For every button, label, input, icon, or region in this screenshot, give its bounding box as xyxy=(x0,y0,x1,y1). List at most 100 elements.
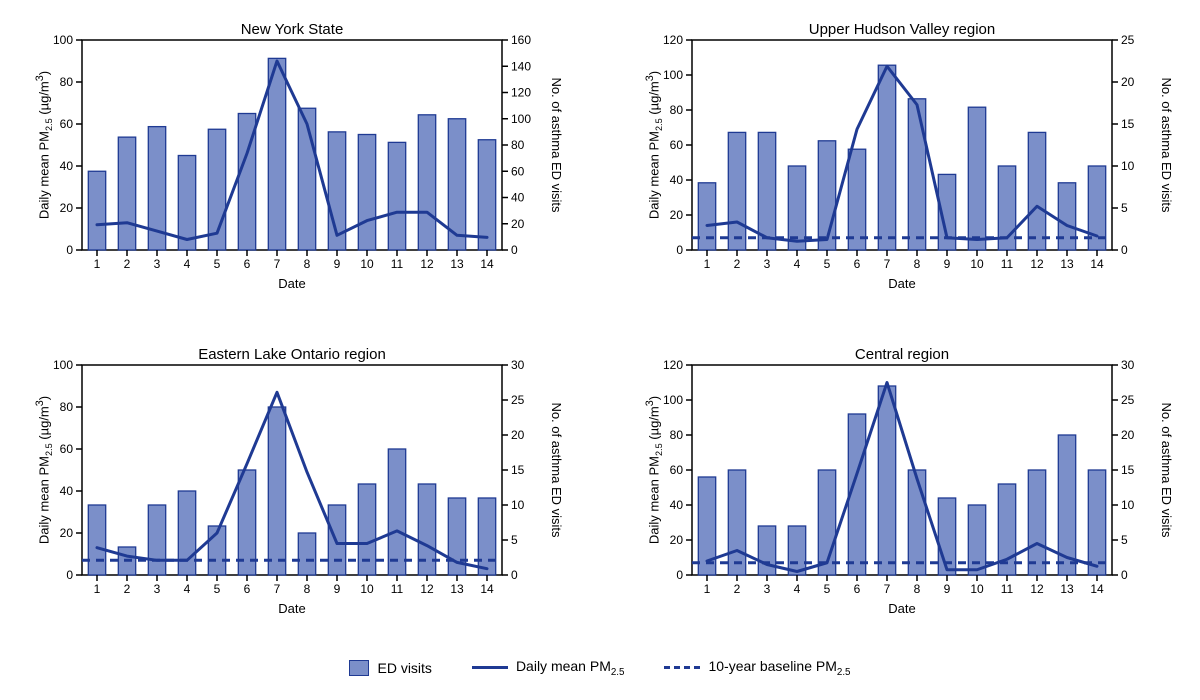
svg-text:6: 6 xyxy=(854,257,861,271)
panel: Eastern Lake Ontario region0204060801000… xyxy=(20,345,570,640)
svg-text:1: 1 xyxy=(94,582,101,596)
svg-text:13: 13 xyxy=(1060,257,1074,271)
svg-text:2: 2 xyxy=(124,257,131,271)
svg-text:20: 20 xyxy=(1121,428,1135,442)
svg-text:Date: Date xyxy=(888,601,915,616)
svg-text:100: 100 xyxy=(53,33,73,47)
svg-text:10: 10 xyxy=(1121,498,1135,512)
svg-text:0: 0 xyxy=(676,568,683,582)
svg-text:0: 0 xyxy=(66,243,73,257)
svg-text:10: 10 xyxy=(970,582,984,596)
svg-text:140: 140 xyxy=(511,59,531,73)
svg-text:4: 4 xyxy=(794,257,801,271)
svg-text:1: 1 xyxy=(704,582,711,596)
svg-text:20: 20 xyxy=(670,208,684,222)
svg-text:4: 4 xyxy=(184,257,191,271)
svg-text:20: 20 xyxy=(670,533,684,547)
svg-text:1: 1 xyxy=(704,257,711,271)
svg-text:Central region: Central region xyxy=(855,346,949,363)
svg-text:100: 100 xyxy=(663,393,683,407)
svg-text:100: 100 xyxy=(663,68,683,82)
svg-text:25: 25 xyxy=(511,393,525,407)
chart-panel: Eastern Lake Ontario region0204060801000… xyxy=(20,345,570,635)
svg-text:Upper Hudson Valley region: Upper Hudson Valley region xyxy=(809,21,996,38)
svg-text:14: 14 xyxy=(1090,582,1104,596)
svg-text:2: 2 xyxy=(124,582,131,596)
svg-text:13: 13 xyxy=(1060,582,1074,596)
panel: Upper Hudson Valley region02040608010012… xyxy=(630,20,1180,315)
svg-text:No. of asthma ED visits: No. of asthma ED visits xyxy=(549,77,564,213)
svg-text:20: 20 xyxy=(60,201,74,215)
legend-line xyxy=(472,666,508,669)
svg-text:3: 3 xyxy=(154,257,161,271)
svg-text:120: 120 xyxy=(663,358,683,372)
svg-text:60: 60 xyxy=(511,164,525,178)
svg-text:20: 20 xyxy=(511,217,525,231)
svg-text:New York State: New York State xyxy=(241,21,344,38)
svg-text:4: 4 xyxy=(794,582,801,596)
svg-text:9: 9 xyxy=(944,582,951,596)
legend-item-baseline: 10-year baseline PM2.5 xyxy=(664,658,850,678)
svg-text:12: 12 xyxy=(1030,257,1044,271)
svg-text:9: 9 xyxy=(944,257,951,271)
svg-text:60: 60 xyxy=(60,117,74,131)
svg-text:80: 80 xyxy=(60,400,74,414)
svg-text:No. of asthma ED visits: No. of asthma ED visits xyxy=(549,402,564,538)
svg-text:5: 5 xyxy=(214,582,221,596)
svg-text:Eastern Lake Ontario region: Eastern Lake Ontario region xyxy=(198,346,386,363)
svg-text:80: 80 xyxy=(670,428,684,442)
legend-label: ED visits xyxy=(377,660,431,676)
svg-text:160: 160 xyxy=(511,33,531,47)
svg-text:7: 7 xyxy=(884,582,891,596)
svg-text:7: 7 xyxy=(274,582,281,596)
svg-text:10: 10 xyxy=(511,498,525,512)
svg-text:13: 13 xyxy=(450,257,464,271)
svg-text:8: 8 xyxy=(914,257,921,271)
svg-text:40: 40 xyxy=(511,191,525,205)
svg-text:20: 20 xyxy=(1121,75,1135,89)
svg-text:Date: Date xyxy=(888,276,915,291)
svg-text:No. of asthma ED visits: No. of asthma ED visits xyxy=(1159,77,1174,213)
svg-text:11: 11 xyxy=(391,582,404,596)
svg-text:15: 15 xyxy=(511,463,525,477)
svg-text:2: 2 xyxy=(734,257,741,271)
svg-text:0: 0 xyxy=(511,568,518,582)
svg-text:7: 7 xyxy=(274,257,281,271)
chart-panel: Central region02040608010012005101520253… xyxy=(630,345,1180,635)
svg-text:15: 15 xyxy=(1121,117,1135,131)
svg-text:14: 14 xyxy=(480,582,494,596)
svg-text:14: 14 xyxy=(480,257,494,271)
chart-panel: Upper Hudson Valley region02040608010012… xyxy=(630,20,1180,310)
svg-text:6: 6 xyxy=(244,257,251,271)
svg-text:10: 10 xyxy=(360,257,374,271)
svg-text:80: 80 xyxy=(511,138,525,152)
legend-swatch xyxy=(349,660,369,676)
svg-text:40: 40 xyxy=(60,484,74,498)
svg-text:5: 5 xyxy=(511,533,518,547)
panel: Central region02040608010012005101520253… xyxy=(630,345,1180,640)
svg-text:12: 12 xyxy=(420,582,434,596)
svg-text:8: 8 xyxy=(914,582,921,596)
svg-text:14: 14 xyxy=(1090,257,1104,271)
svg-text:4: 4 xyxy=(184,582,191,596)
svg-text:3: 3 xyxy=(154,582,161,596)
svg-text:11: 11 xyxy=(1001,582,1014,596)
svg-text:5: 5 xyxy=(824,257,831,271)
chart-grid: New York State02040608010002040608010012… xyxy=(20,20,1180,640)
legend-label: 10-year baseline PM2.5 xyxy=(708,658,850,678)
legend: ED visits Daily mean PM2.5 10-year basel… xyxy=(20,658,1180,678)
svg-text:13: 13 xyxy=(450,582,464,596)
svg-text:2: 2 xyxy=(734,582,741,596)
svg-text:80: 80 xyxy=(670,103,684,117)
svg-text:25: 25 xyxy=(1121,393,1135,407)
svg-text:60: 60 xyxy=(670,463,684,477)
svg-text:1: 1 xyxy=(94,257,101,271)
svg-text:10: 10 xyxy=(360,582,374,596)
svg-text:0: 0 xyxy=(66,568,73,582)
svg-text:12: 12 xyxy=(1030,582,1044,596)
svg-text:80: 80 xyxy=(60,75,74,89)
svg-text:6: 6 xyxy=(244,582,251,596)
svg-text:9: 9 xyxy=(334,582,341,596)
svg-text:15: 15 xyxy=(1121,463,1135,477)
svg-text:100: 100 xyxy=(53,358,73,372)
